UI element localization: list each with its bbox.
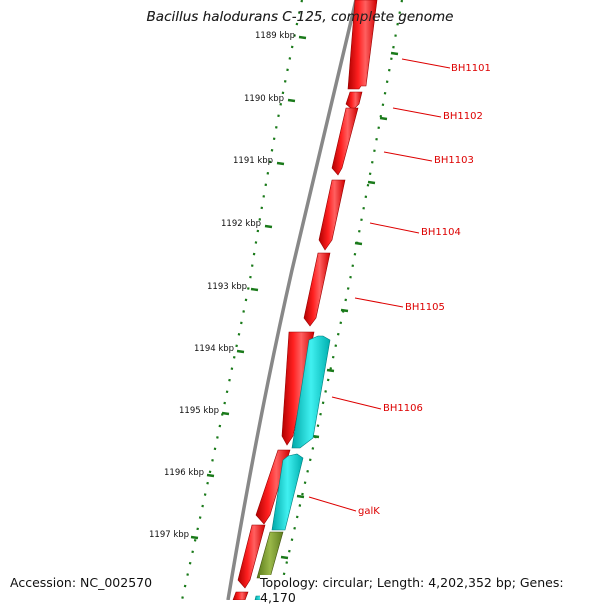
forward-genes	[232, 0, 378, 600]
gene-arrow[interactable]	[271, 453, 304, 531]
gene-arrow[interactable]	[237, 524, 266, 589]
gene-arrow[interactable]	[347, 0, 378, 90]
kbp-label: 1191 kbp	[233, 156, 273, 166]
leader-lines	[308, 58, 451, 512]
gene-label[interactable]: BH1105	[405, 302, 445, 313]
kbp-labels: 1189 kbp 1190 kbp 1191 kbp 1192 kbp 1193…	[149, 31, 295, 540]
kbp-label: 1192 kbp	[221, 219, 261, 229]
genome-backbone	[226, 0, 358, 600]
gene-label[interactable]: BH1101	[451, 63, 491, 74]
kbp-label: 1196 kbp	[164, 468, 204, 478]
gene-label[interactable]: BH1106	[383, 403, 423, 414]
kbp-label: 1197 kbp	[149, 530, 189, 540]
outer-ruler	[276, 0, 404, 600]
gene-arrow[interactable]	[318, 179, 346, 251]
outer-guide-ticks	[280, 51, 399, 560]
gene-label[interactable]: BH1102	[443, 111, 483, 122]
gene-label[interactable]: BH1103	[434, 155, 474, 166]
ruler-ticks	[190, 35, 307, 540]
gene-label[interactable]: BH1104	[421, 227, 461, 238]
map-title: Bacillus halodurans C-125, complete geno…	[146, 9, 454, 25]
gene-arrow[interactable]	[232, 591, 249, 600]
kbp-label: 1190 kbp	[244, 94, 284, 104]
accession-text: Accession: NC_002570	[10, 575, 153, 590]
topology-text: Topology: circular; Length: 4,202,352 bp…	[260, 575, 596, 605]
kbp-label: 1195 kbp	[179, 406, 219, 416]
kbp-label: 1193 kbp	[207, 282, 247, 292]
gene-labels: BH1101 BH1102 BH1103 BH1104 BH1105 BH110…	[358, 63, 491, 517]
gene-arrow[interactable]	[331, 107, 359, 176]
gene-label[interactable]: galK	[358, 506, 380, 517]
gene-arrow[interactable]	[303, 252, 331, 327]
kbp-label: 1189 kbp	[255, 31, 295, 41]
gene-arrow[interactable]	[345, 91, 363, 111]
map-title: Bacillus halodurans C-125, complete geno…	[146, 9, 454, 25]
kbp-label: 1194 kbp	[194, 344, 234, 354]
gene-arrow[interactable]	[291, 335, 331, 449]
